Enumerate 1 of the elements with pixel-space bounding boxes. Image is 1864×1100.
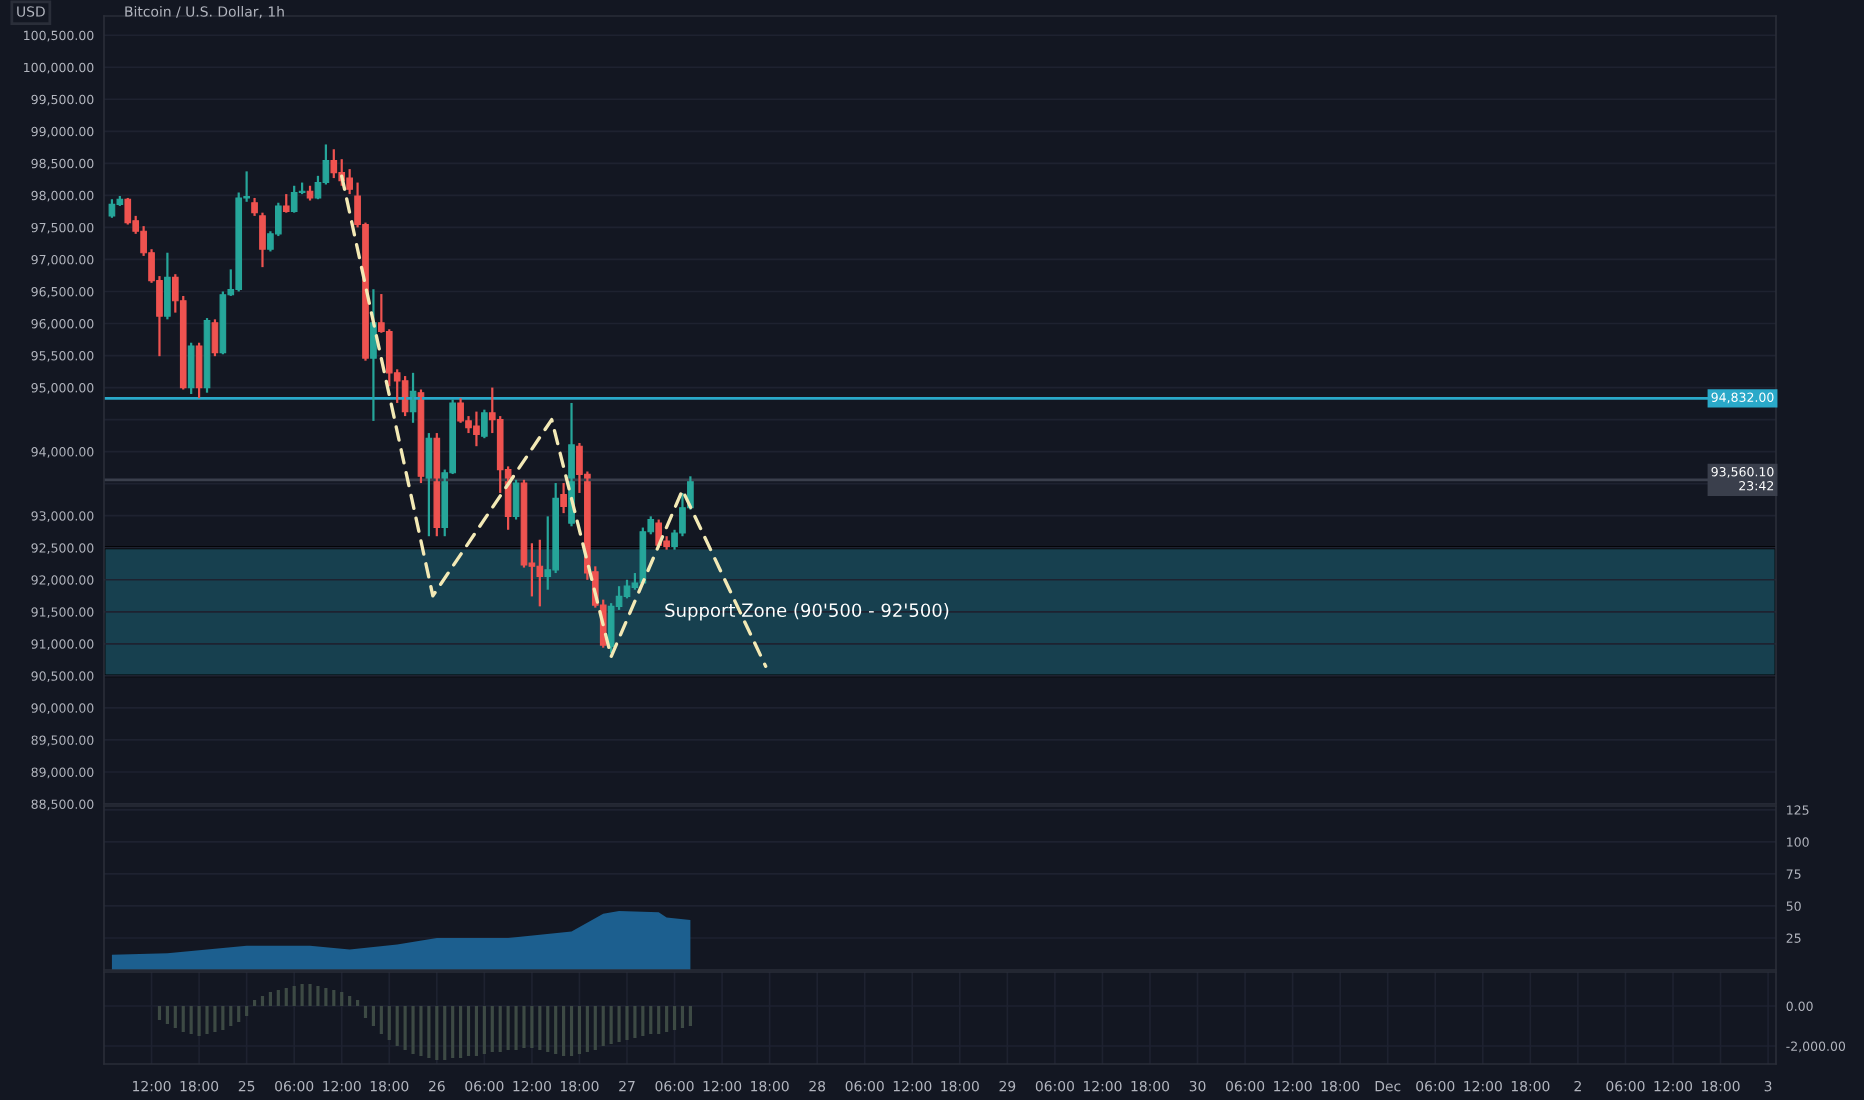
band-label: Support Zone (90'500 - 92'500) — [665, 603, 949, 621]
